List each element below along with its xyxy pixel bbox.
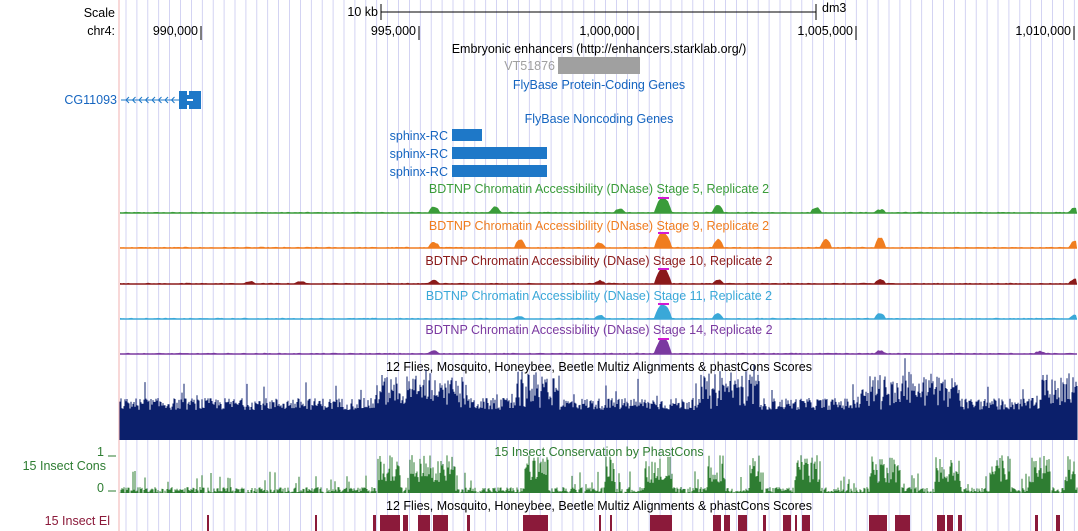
position-ticks <box>200 26 1075 40</box>
chrom-label: chr4: <box>87 24 115 38</box>
position-label: 1,000,000 <box>579 24 635 38</box>
gene-feature-sphinx[interactable] <box>452 165 547 177</box>
track-title-dnase-stage14[interactable]: BDTNP Chromatin Accessibility (DNase) St… <box>425 323 772 337</box>
conservation-ymax: 1 <box>97 445 104 459</box>
conservation-ymin: 0 <box>97 481 104 495</box>
position-label: 1,010,000 <box>1015 24 1071 38</box>
enhancer-feature[interactable] <box>558 57 640 74</box>
gene-feature-cg11093[interactable] <box>121 91 201 109</box>
track-title-enhancers[interactable]: Embryonic enhancers (http://enhancers.st… <box>452 42 747 56</box>
gene-label-cg11093[interactable]: CG11093 <box>64 93 117 107</box>
multiz-signal[interactable] <box>119 358 1078 440</box>
track-title-conservation[interactable]: 15 Insect Conservation by PhastCons <box>494 445 703 459</box>
position-label: 990,000 <box>153 24 198 38</box>
enhancer-item-label[interactable]: VT51876 <box>504 59 555 73</box>
track-title-multiz[interactable]: 12 Flies, Mosquito, Honeybee, Beetle Mul… <box>386 360 812 374</box>
gene-label-sphinx[interactable]: sphinx-RC <box>390 165 448 179</box>
track-title-dnase-stage11[interactable]: BDTNP Chromatin Accessibility (DNase) St… <box>426 289 772 303</box>
dnase-signal-stage9[interactable] <box>120 231 1077 249</box>
conserved-elements[interactable] <box>207 515 1060 531</box>
dnase-signal-stage5[interactable] <box>120 196 1077 214</box>
track-title-dnase-stage10[interactable]: BDTNP Chromatin Accessibility (DNase) St… <box>425 254 772 268</box>
gene-label-sphinx[interactable]: sphinx-RC <box>390 147 448 161</box>
track-title-flybase-coding[interactable]: FlyBase Protein-Coding Genes <box>513 78 685 92</box>
track-title-elements[interactable]: 12 Flies, Mosquito, Honeybee, Beetle Mul… <box>386 499 812 513</box>
assembly-label: dm3 <box>822 1 846 15</box>
conservation-side-label: 15 Insect Cons <box>23 459 106 473</box>
gene-feature-sphinx[interactable] <box>452 129 482 141</box>
guide-lines <box>125 0 1075 531</box>
scale-label: Scale <box>84 6 115 20</box>
dnase-signal-stage14[interactable] <box>120 338 1077 355</box>
dnase-signal-stage10[interactable] <box>120 268 1077 285</box>
position-label: 1,005,000 <box>797 24 853 38</box>
track-title-dnase-stage5[interactable]: BDTNP Chromatin Accessibility (DNase) St… <box>429 182 769 196</box>
track-title-dnase-stage9[interactable]: BDTNP Chromatin Accessibility (DNase) St… <box>429 219 769 233</box>
elements-side-label: 15 Insect El <box>45 514 110 528</box>
scale-bar-label: 10 kb <box>347 5 378 19</box>
scale-bar <box>380 4 817 20</box>
dnase-signal-stage11[interactable] <box>120 303 1077 320</box>
track-title-flybase-noncoding[interactable]: FlyBase Noncoding Genes <box>525 112 674 126</box>
gene-feature-sphinx[interactable] <box>452 147 547 159</box>
conservation-signal[interactable] <box>119 455 1078 493</box>
position-label: 995,000 <box>371 24 416 38</box>
gene-label-sphinx[interactable]: sphinx-RC <box>390 129 448 143</box>
